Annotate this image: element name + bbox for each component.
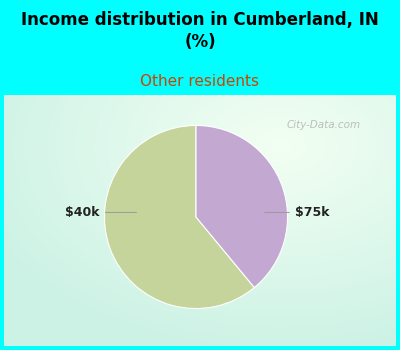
Wedge shape — [196, 125, 288, 288]
Text: Income distribution in Cumberland, IN
(%): Income distribution in Cumberland, IN (%… — [21, 10, 379, 51]
Text: $75k: $75k — [265, 206, 329, 219]
Text: $40k: $40k — [65, 206, 136, 219]
Text: Other residents: Other residents — [140, 74, 260, 89]
Text: City-Data.com: City-Data.com — [286, 120, 360, 130]
Wedge shape — [104, 125, 254, 309]
